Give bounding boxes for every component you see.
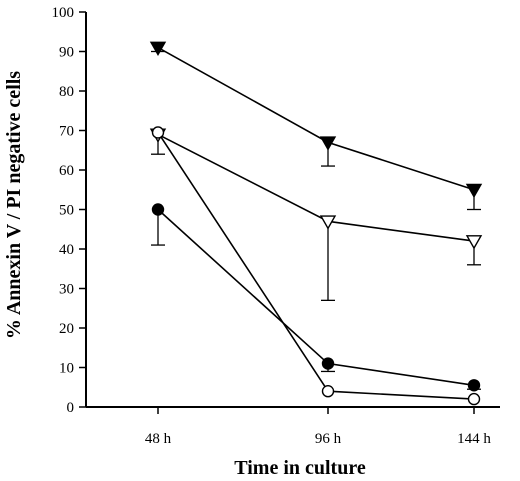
y-tick-label-0: 0 [67, 400, 75, 416]
x-tick-label-2: 144 h [457, 431, 491, 447]
point-1-1 [319, 215, 337, 230]
error-bars [151, 47, 481, 390]
y-tick-label-60: 60 [59, 163, 74, 179]
series-line-0 [157, 46, 475, 191]
point-1-2 [465, 235, 483, 250]
y-tick-label-40: 40 [59, 242, 74, 258]
point-2-0 [151, 203, 165, 216]
point-0-2 [465, 183, 483, 199]
series-line-3 [157, 132, 475, 400]
point-2-2 [467, 379, 481, 392]
series-line-2 [157, 208, 475, 387]
y-tick-label-50: 50 [59, 203, 74, 219]
point-0-0 [149, 41, 167, 56]
y-tick-label-90: 90 [59, 45, 74, 61]
y-axis-title: % Annexin V / PI negative cells [3, 71, 25, 339]
y-tick-label-30: 30 [59, 282, 74, 298]
y-tick-label-20: 20 [59, 321, 74, 337]
point-3-2 [467, 392, 481, 406]
series-markers [149, 41, 483, 406]
x-tick-label-1: 96 h [315, 431, 342, 447]
axes [85, 12, 500, 408]
x-tick-label-0: 48 h [145, 431, 172, 447]
y-tick-label-80: 80 [59, 84, 74, 100]
point-3-1 [321, 385, 335, 398]
ticks: 0 10 20 30 40 50 60 70 80 90 100 48 h 96 h 144 h [52, 5, 492, 447]
point-2-1 [321, 357, 335, 370]
point-0-1 [319, 136, 337, 151]
y-tick-label-10: 10 [59, 361, 74, 377]
x-axis-title: Time in culture [234, 457, 366, 479]
point-3-0 [151, 126, 165, 139]
y-tick-label-70: 70 [59, 124, 74, 140]
series-lines [157, 46, 475, 400]
series-line-1 [157, 133, 475, 242]
y-tick-label-100: 100 [52, 5, 75, 21]
